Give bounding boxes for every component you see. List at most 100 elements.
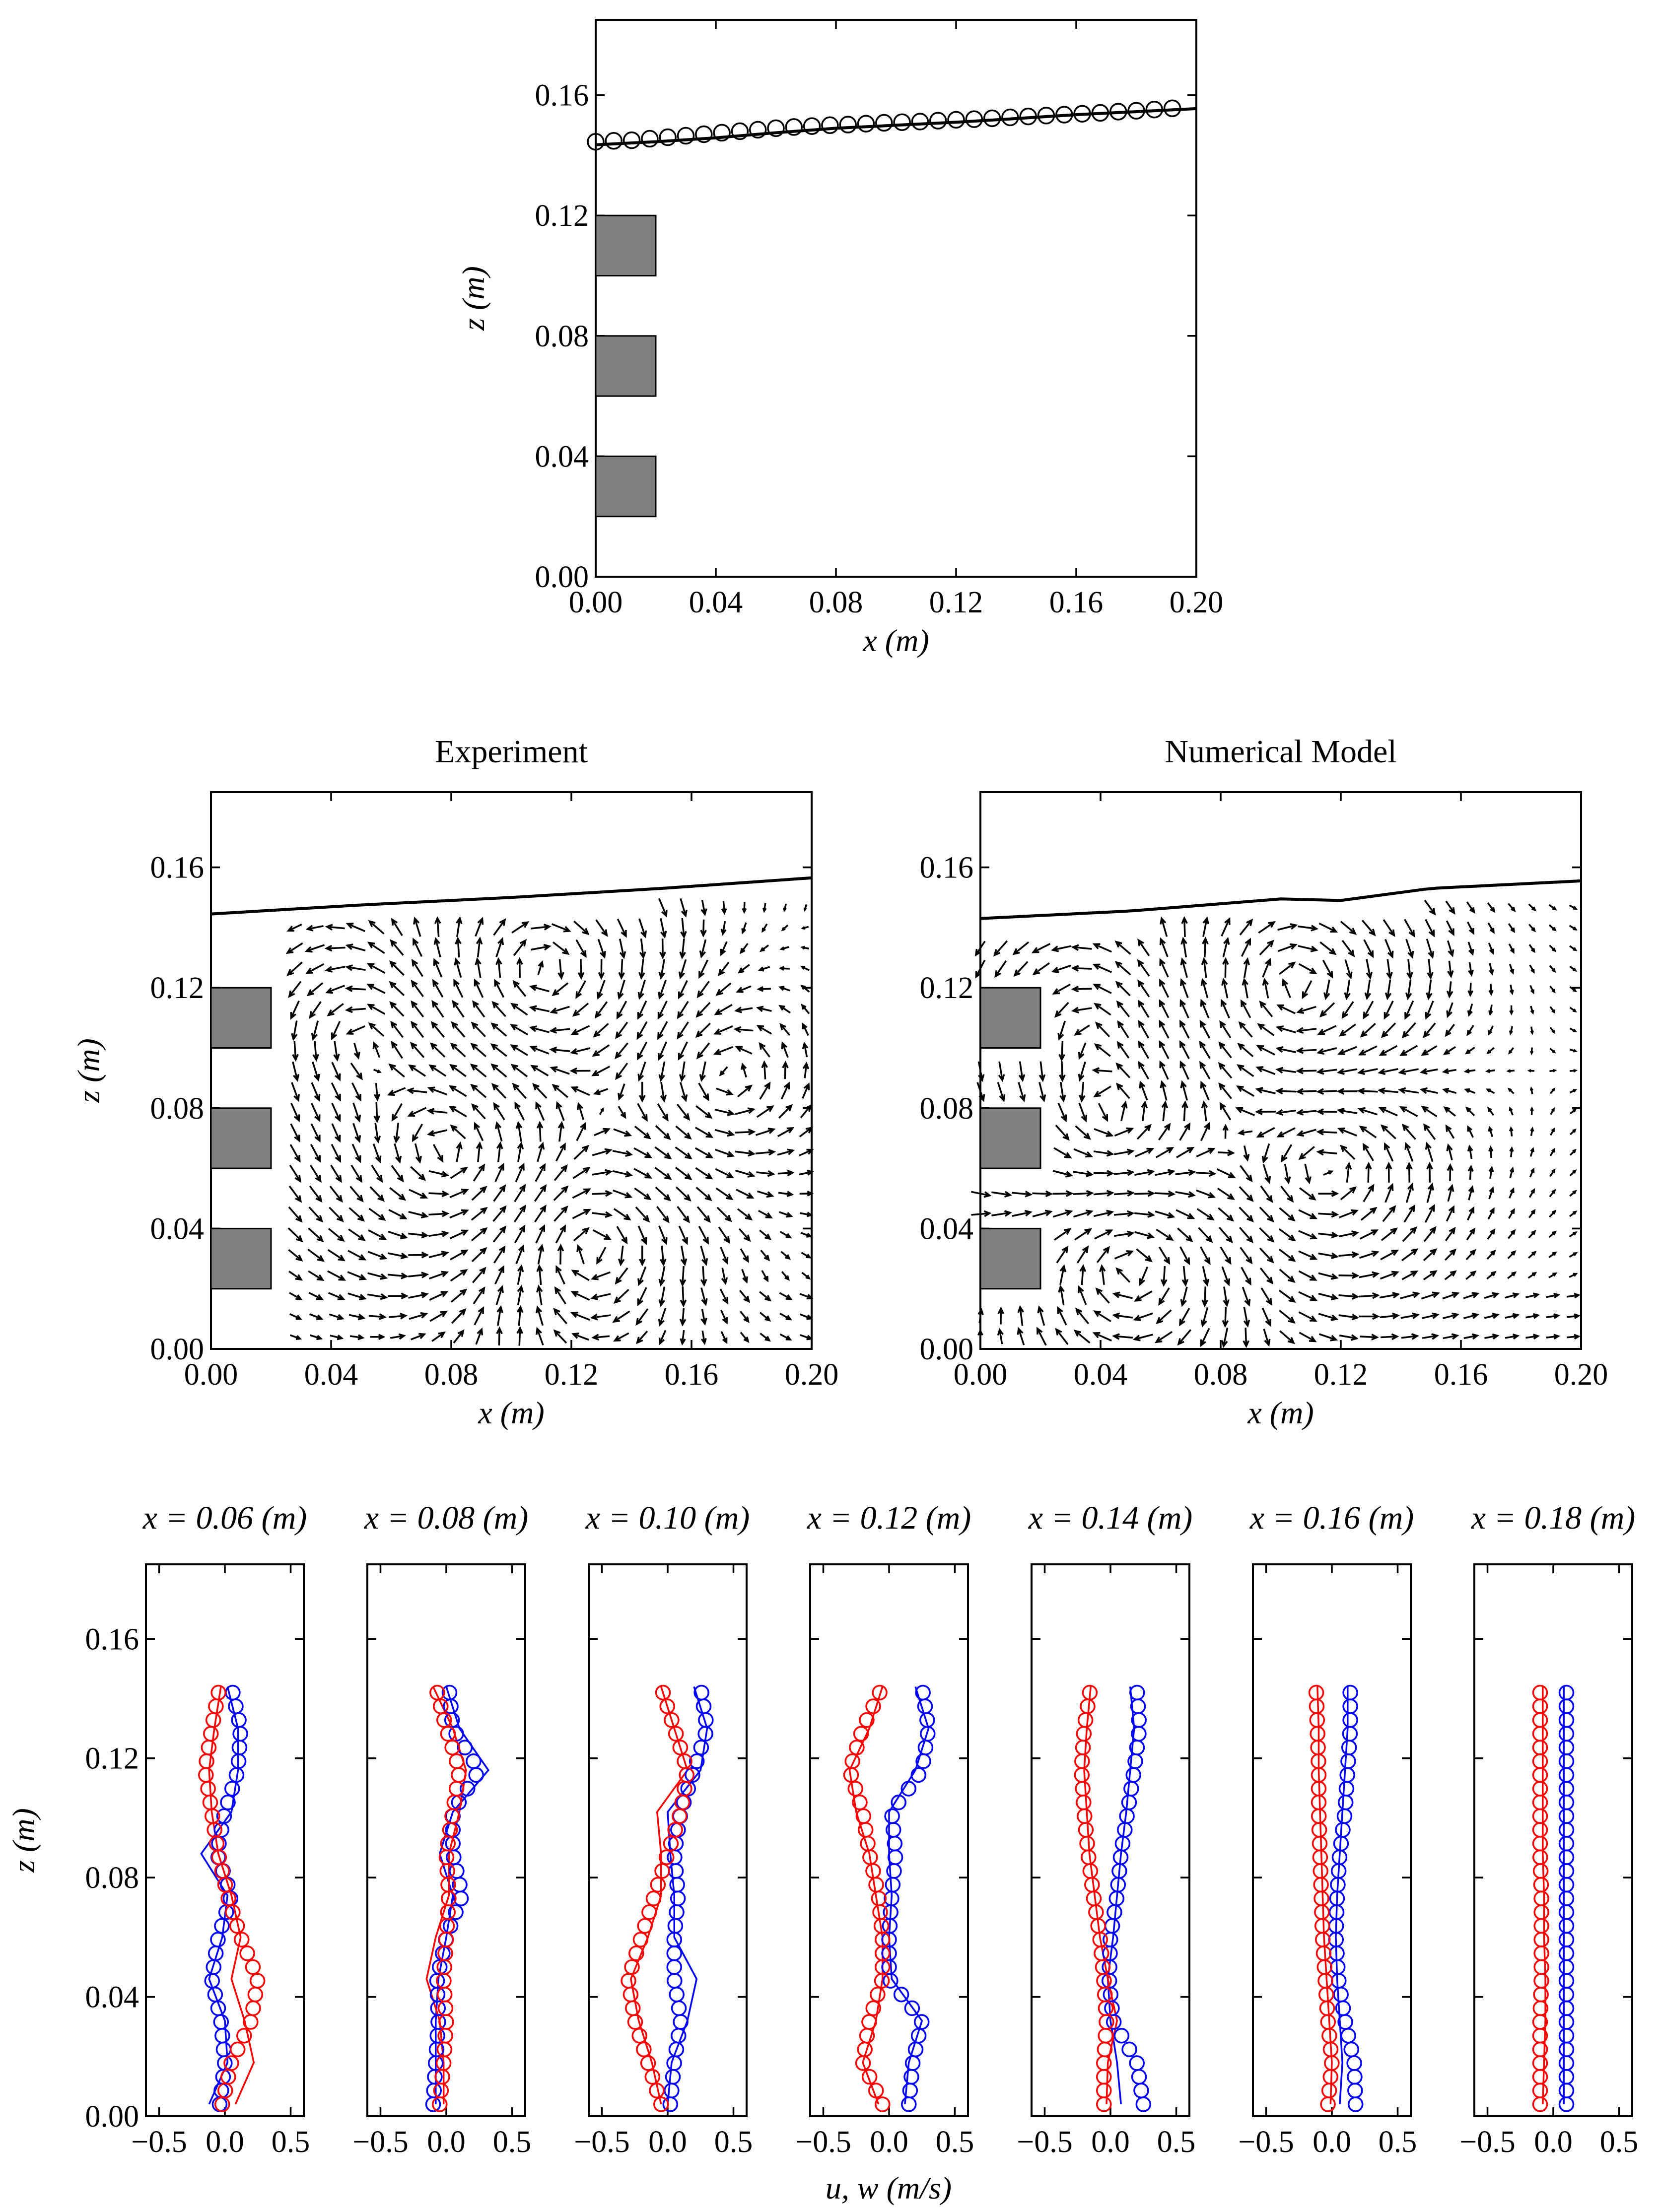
velocity-vector xyxy=(289,1334,302,1340)
velocity-vector xyxy=(1360,1207,1378,1221)
velocity-vector xyxy=(1423,1248,1438,1262)
field-vectors xyxy=(285,898,814,1346)
velocity-vector xyxy=(1196,1147,1216,1157)
velocity-vector xyxy=(1318,923,1338,933)
field-x-axis-label: x (m) xyxy=(1247,1395,1314,1430)
velocity-vector xyxy=(312,1061,320,1082)
velocity-vector xyxy=(450,1249,469,1261)
velocity-vector xyxy=(345,964,366,971)
velocity-vector xyxy=(1463,1312,1480,1319)
velocity-vector xyxy=(1222,937,1230,958)
velocity-vector xyxy=(1484,1313,1500,1319)
velocity-vector xyxy=(778,966,790,971)
velocity-vector xyxy=(658,1225,668,1245)
u-experiment-point xyxy=(1558,2096,1575,2112)
velocity-vector xyxy=(635,1308,649,1326)
velocity-vector xyxy=(1339,1209,1359,1218)
profile-y-axis-label: z (m) xyxy=(6,1808,41,1873)
surface-x-tick-label: 0.16 xyxy=(1049,586,1104,619)
velocity-vector xyxy=(721,901,727,915)
velocity-vector xyxy=(975,959,986,979)
velocity-vector xyxy=(1404,919,1415,938)
velocity-vector xyxy=(1275,1087,1297,1095)
velocity-vector xyxy=(534,1205,547,1223)
u-experiment-point xyxy=(1558,1808,1575,1824)
velocity-vector xyxy=(1318,1210,1339,1218)
w-experiment-point xyxy=(208,1698,224,1714)
w-experiment-point xyxy=(637,1918,653,1934)
velocity-vector xyxy=(779,946,789,951)
velocity-vector xyxy=(679,938,686,960)
profile0-y-tick-label: 0.04 xyxy=(85,1981,139,2014)
velocity-vector xyxy=(1509,964,1515,975)
velocity-vector xyxy=(1486,1047,1495,1055)
velocity-vector xyxy=(1094,1043,1111,1057)
surface-experiment-point xyxy=(1145,100,1164,119)
velocity-vector xyxy=(410,1166,426,1181)
velocity-vector xyxy=(1442,1087,1457,1094)
velocity-vector xyxy=(1344,979,1351,1001)
velocity-vector xyxy=(1509,984,1514,996)
field1-x-tick-label: 0.16 xyxy=(1434,1358,1488,1392)
profile5-x-tick-label: −0.5 xyxy=(1238,2125,1294,2159)
velocity-vector xyxy=(451,1021,466,1038)
velocity-vector xyxy=(1057,1102,1067,1123)
velocity-vector xyxy=(1550,1127,1555,1136)
velocity-vector xyxy=(736,1189,755,1199)
u-experiment-point xyxy=(693,1740,709,1755)
velocity-vector xyxy=(516,957,523,978)
w-experiment-point xyxy=(628,1945,644,1961)
velocity-vector xyxy=(1509,1026,1514,1036)
velocity-vector xyxy=(1446,1205,1454,1222)
w-experiment-point xyxy=(198,1767,214,1783)
velocity-vector xyxy=(1466,1025,1474,1036)
velocity-vector xyxy=(1073,1170,1094,1177)
profile-title: x = 0.08 (m) xyxy=(364,1500,528,1536)
velocity-vector xyxy=(1299,1332,1317,1342)
velocity-vector xyxy=(1419,1087,1438,1094)
velocity-vector xyxy=(1358,1045,1378,1056)
velocity-vector xyxy=(592,1229,612,1240)
velocity-vector xyxy=(1549,1189,1556,1198)
velocity-vector xyxy=(1116,1041,1130,1059)
velocity-vector xyxy=(1316,1068,1337,1075)
u-experiment-point xyxy=(1558,1822,1575,1838)
velocity-vector xyxy=(1093,1209,1114,1217)
velocity-vector xyxy=(536,1121,544,1142)
velocity-vector xyxy=(675,1166,692,1180)
velocity-vector xyxy=(473,1163,485,1182)
velocity-vector xyxy=(678,980,688,1000)
velocity-vector xyxy=(475,1327,484,1345)
velocity-vector xyxy=(1114,940,1131,955)
velocity-vector xyxy=(1256,1045,1275,1056)
velocity-vector xyxy=(1112,1291,1133,1299)
w-experiment-point xyxy=(1096,2082,1112,2099)
w-experiment-point xyxy=(1082,1684,1098,1701)
velocity-vector xyxy=(1032,1209,1053,1217)
velocity-vector xyxy=(1057,1020,1066,1041)
velocity-vector xyxy=(1381,1124,1396,1140)
velocity-vector xyxy=(512,1082,527,1099)
velocity-vector xyxy=(431,1331,446,1342)
velocity-vector xyxy=(801,1272,811,1280)
velocity-vector xyxy=(1240,1247,1253,1265)
velocity-vector xyxy=(1180,957,1188,978)
velocity-vector xyxy=(657,1001,668,1020)
velocity-vector xyxy=(1095,1287,1110,1304)
w-experiment-point xyxy=(644,2069,661,2085)
velocity-vector xyxy=(510,1024,529,1036)
w-numerical-line xyxy=(848,1686,884,2105)
w-experiment-point xyxy=(636,2041,652,2058)
field1-x-tick-label: 0.20 xyxy=(1554,1358,1608,1392)
velocity-vector xyxy=(433,958,443,978)
w-experiment-point xyxy=(1532,1767,1548,1783)
velocity-vector xyxy=(1419,1068,1438,1075)
velocity-vector xyxy=(599,1107,604,1115)
velocity-vector xyxy=(286,961,303,976)
velocity-vector xyxy=(536,1264,544,1285)
velocity-vector xyxy=(1277,923,1298,931)
velocity-vector xyxy=(1093,1150,1114,1157)
velocity-vector xyxy=(1527,1272,1537,1279)
velocity-vector xyxy=(736,985,752,993)
velocity-vector xyxy=(1507,1087,1515,1094)
